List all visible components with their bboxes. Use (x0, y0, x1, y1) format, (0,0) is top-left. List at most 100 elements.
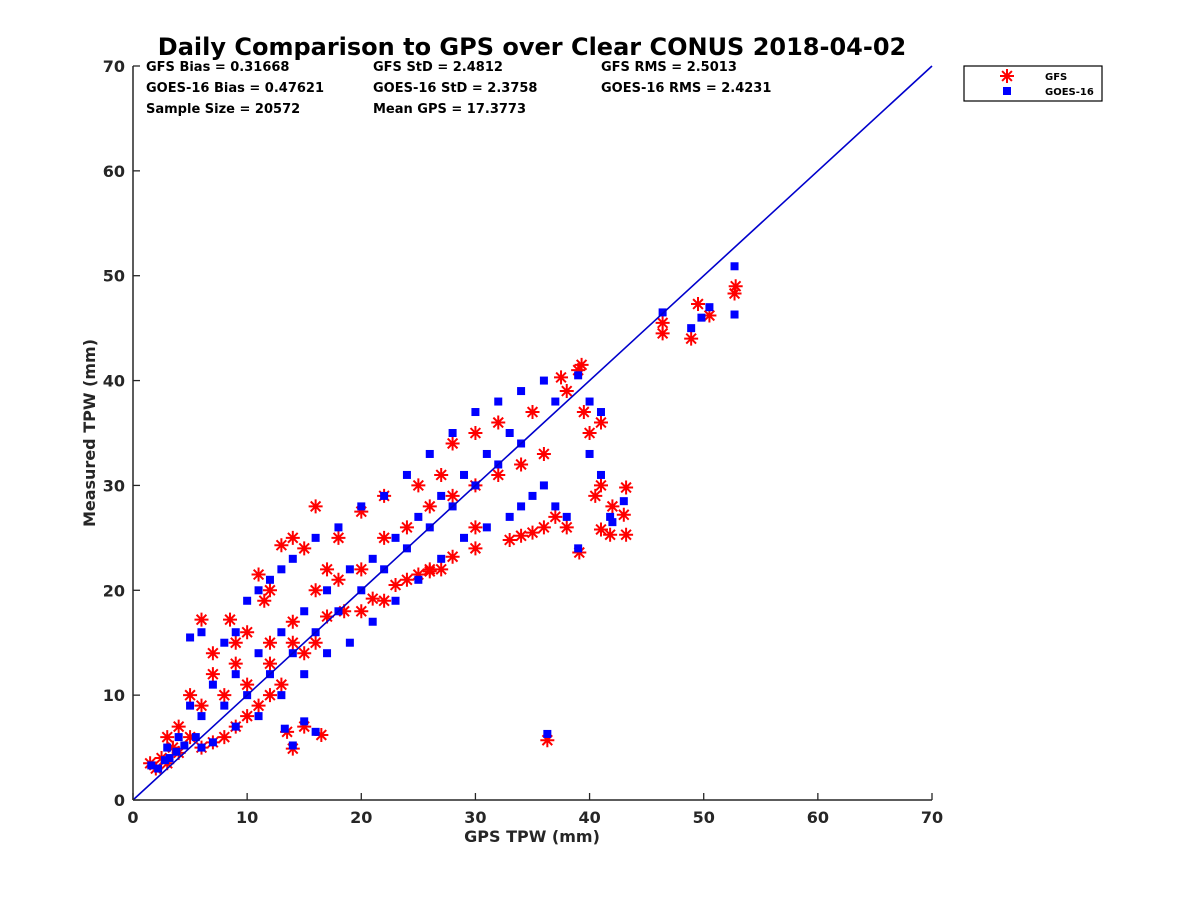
gfs-point (616, 507, 631, 522)
x-tick-label: 0 (127, 808, 138, 827)
goes-16-point (391, 533, 400, 542)
gfs-point (536, 520, 551, 535)
gfs-point (536, 446, 551, 461)
goes-16-point (414, 575, 423, 584)
gfs-point (274, 677, 289, 692)
gfs-point (468, 541, 483, 556)
gfs-point (445, 488, 460, 503)
x-tick-label: 20 (350, 808, 372, 827)
gfs-point (574, 357, 589, 372)
gfs-point (559, 520, 574, 535)
gfs-point (205, 646, 220, 661)
goes-16-point (551, 397, 560, 406)
x-tick-label: 70 (921, 808, 943, 827)
goes-16-point (606, 512, 615, 521)
goes-16-point (730, 310, 739, 319)
goes-16-point (288, 741, 297, 750)
goes-16-point (165, 754, 174, 763)
gfs-point (445, 436, 460, 451)
gfs-point (619, 480, 634, 495)
gfs-point (205, 667, 220, 682)
gfs-point (320, 609, 335, 624)
y-axis-label: Measured TPW (mm) (80, 339, 99, 527)
gfs-point (354, 504, 369, 519)
gfs-point (691, 297, 706, 312)
goes-16-point (345, 638, 354, 647)
gfs-point (331, 572, 346, 587)
gfs-point (314, 727, 329, 742)
chart-title: Daily Comparison to GPS over Clear CONUS… (158, 33, 906, 61)
gfs-point (194, 612, 209, 627)
gfs-point (619, 527, 634, 542)
goes-16-point (505, 512, 514, 521)
goes-16-point (323, 649, 332, 658)
goes-16-point (186, 633, 195, 642)
gfs-point (228, 635, 243, 650)
goes-16-point (154, 764, 163, 773)
gfs-point (491, 467, 506, 482)
x-tick-label: 30 (464, 808, 486, 827)
gfs-point (262, 635, 277, 650)
goes-16-point (543, 729, 552, 738)
gfs-series (143, 279, 743, 776)
gfs-point (399, 520, 414, 535)
gfs-point (377, 593, 392, 608)
gfs-point (576, 405, 591, 420)
gfs-point (377, 530, 392, 545)
stat-text: GOES-16 Bias = 0.47621 (146, 81, 324, 96)
gfs-point (285, 614, 300, 629)
goes-16-point (585, 449, 594, 458)
gfs-point (251, 567, 266, 582)
gfs-point (502, 532, 517, 547)
goes-16-point (494, 397, 503, 406)
goes-16-point (197, 712, 206, 721)
goes-16-point (280, 724, 289, 733)
stat-text: GOES-16 RMS = 2.4231 (601, 81, 771, 96)
goes-16-point (243, 596, 252, 605)
goes-16-point (471, 408, 480, 417)
goes-16-point (323, 586, 332, 595)
goes-16-point (705, 303, 714, 312)
goes-16-series (147, 262, 739, 773)
stat-text: Mean GPS = 17.3773 (373, 102, 526, 117)
goes-16-point (730, 262, 739, 271)
goes-16-point (596, 470, 605, 479)
gfs-point (582, 426, 597, 440)
goes-16-point (437, 491, 446, 500)
gfs-point (434, 562, 449, 577)
gfs-point (240, 625, 255, 640)
gfs-point (320, 562, 335, 577)
gfs-point (194, 698, 209, 713)
gfs-point (274, 538, 289, 553)
gfs-point (559, 384, 574, 399)
plot-area (132, 65, 933, 801)
gfs-point (217, 730, 232, 745)
goes-16-point (254, 712, 263, 721)
legend-gfs-marker (1000, 69, 1014, 83)
goes-16-point (197, 743, 206, 752)
goes-16-point (254, 586, 263, 595)
gfs-point (603, 527, 618, 542)
gfs-point (217, 688, 232, 703)
gfs-point (240, 677, 255, 692)
x-axis-label: GPS TPW (mm) (464, 827, 600, 846)
gfs-point (540, 733, 555, 748)
goes-16-point (460, 533, 469, 542)
legend: GFS GOES-16 (963, 65, 1103, 102)
goes-16-point (191, 733, 200, 742)
goes-16-point (482, 523, 491, 532)
gfs-point (605, 499, 620, 514)
gfs-point (228, 656, 243, 671)
gfs-point (354, 604, 369, 619)
goes-16-point (231, 722, 240, 731)
gfs-point (525, 525, 540, 540)
goes-16-point (208, 738, 217, 747)
goes-16-point (460, 470, 469, 479)
goes-16-point (265, 575, 274, 584)
gfs-point (571, 363, 586, 378)
goes-16-point (160, 756, 169, 765)
goes-16-point (220, 701, 229, 710)
legend-goes-16-label: GOES-16 (1045, 87, 1094, 98)
goes-16-point (517, 387, 526, 396)
gfs-point (331, 530, 346, 545)
